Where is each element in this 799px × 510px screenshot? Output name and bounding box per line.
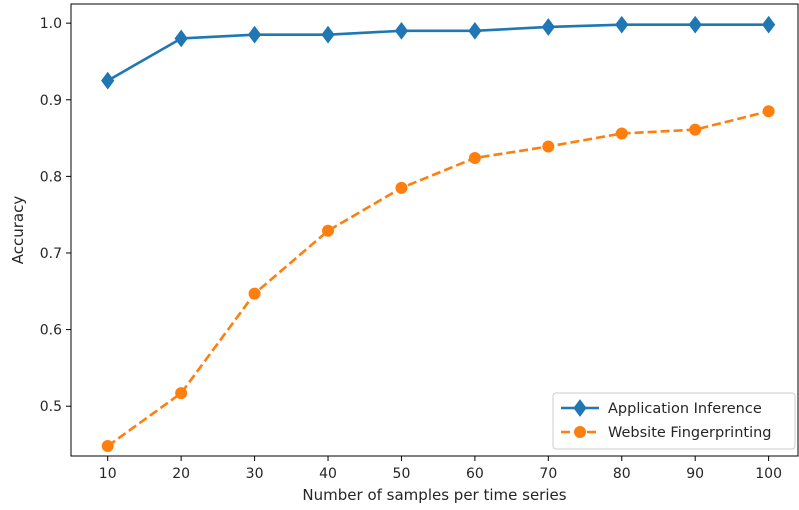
data-point [541,18,555,36]
data-point [394,21,409,40]
x-tick-label: 50 [393,466,411,482]
legend-box [552,392,796,450]
series-layer [101,15,776,453]
y-tick-label: 0.7 [40,246,62,262]
data-point [395,181,408,194]
x-tick-label: 10 [99,466,117,482]
x-tick-label: 80 [613,466,631,482]
data-point [248,287,261,300]
data-point [542,140,555,153]
legend-label: Application Inference [608,401,762,417]
data-point [615,15,629,34]
y-tick-label: 0.8 [40,169,62,185]
data-point [322,224,335,237]
x-tick-label: 60 [466,466,484,482]
plot-border [70,3,799,457]
x-axis-label: Number of samples per time series [302,486,566,504]
series-application-inference [101,15,776,90]
y-axis: 0.5 0.6 0.7 0.8 0.9 1.0 [40,16,71,415]
data-point [175,387,188,400]
data-point [101,71,115,90]
series-website-fingerprinting [101,105,775,453]
legend-marker [573,399,587,417]
y-tick-label: 1.0 [40,16,62,32]
legend-label: Website Fingerprinting [608,425,772,441]
series-line [107,23,769,82]
data-point [468,21,482,40]
x-axis: 10 20 30 40 50 60 70 80 90 100 [99,456,782,482]
x-tick-label: 30 [246,466,264,482]
legend-marker [574,426,586,438]
data-point [689,123,702,136]
series-line [106,109,769,448]
x-tick-label: 100 [755,466,782,482]
x-tick-label: 70 [539,466,557,482]
y-tick-label: 0.5 [40,399,62,415]
plot-frame [70,3,799,457]
y-tick-label: 0.9 [40,93,62,109]
data-point [762,105,775,118]
legend: Application Inference Website Fingerprint… [552,392,796,450]
data-point [247,25,262,44]
data-point [101,440,114,453]
x-tick-label: 40 [319,466,337,482]
x-tick-label: 90 [686,466,704,482]
data-point [615,127,628,140]
x-tick-label: 20 [172,466,190,482]
data-point [762,15,776,34]
data-point [174,29,188,48]
data-point [688,15,702,34]
data-point [321,25,335,44]
y-tick-label: 0.6 [40,323,62,339]
y-axis-label: Accuracy [9,196,27,265]
data-point [468,151,481,164]
